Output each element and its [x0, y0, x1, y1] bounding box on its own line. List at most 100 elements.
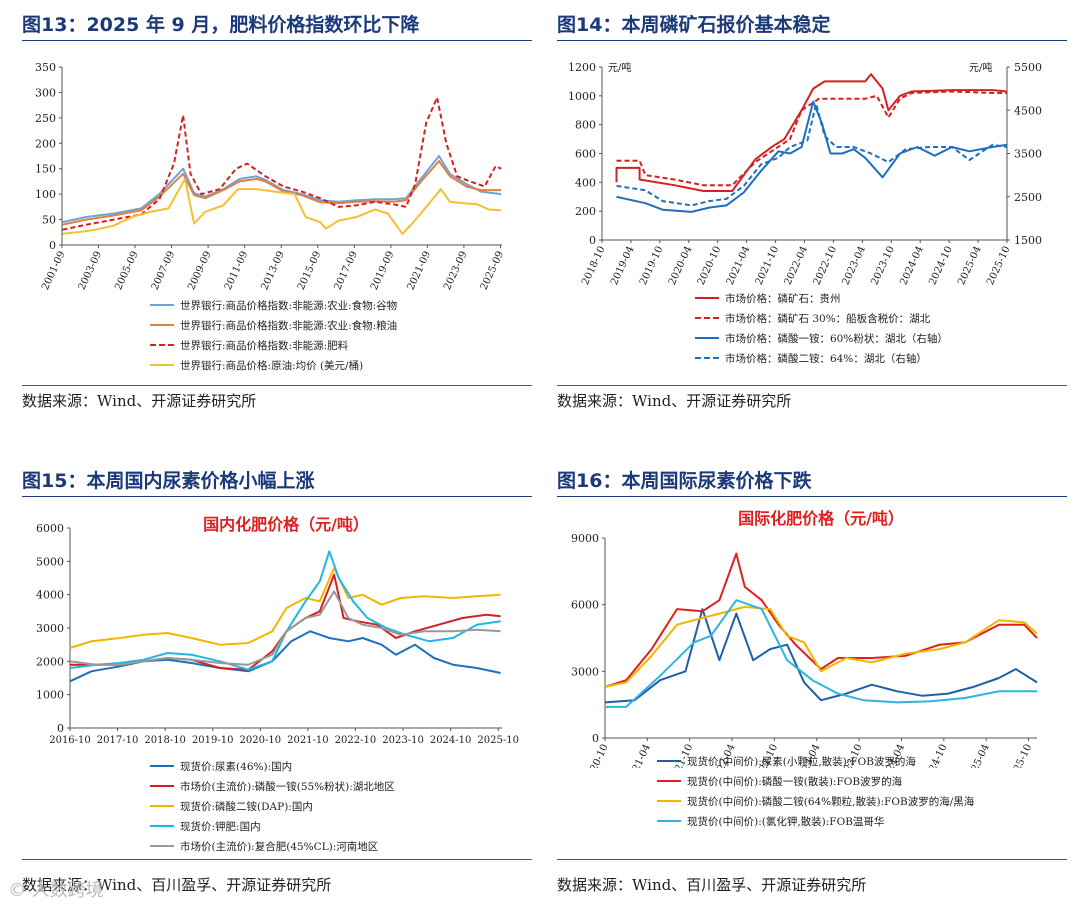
chart-fig13: 0 50 100 150 200 250 300 350 2001-09 2003-09 2005-… [35, 61, 506, 292]
y-tick-label: 600 [575, 148, 596, 161]
chart-title: 国际化肥价格（元/吨） [738, 509, 904, 528]
legend-item: 现货价(中间价):磷酸一铵(散装):FOB波罗的海 [657, 771, 974, 791]
x-tick-label: 2015-09 [296, 250, 324, 292]
legend-label: 现货价(中间价):磷酸二铵(64%颗粒,散装):FOB波罗的海/黑海 [687, 795, 975, 808]
series-line-1 [69, 630, 501, 683]
chart-legend: 市场价格：磷矿石：贵州 市场价格：磷矿石 30%：船板含税价：湖北 市场价格：磷酸一… [695, 288, 948, 368]
x-tick-label: 2019-04 [609, 245, 637, 287]
x-tick-label: 2020-10 [583, 743, 611, 768]
x-tick-label: 2025-10 [477, 735, 519, 746]
x-tick-label: 2019-10 [192, 735, 234, 746]
y-tick-label: 150 [35, 163, 56, 176]
chart-legend: 世界银行:商品价格指数:非能源:农业:食物:谷物世界银行:商品价格指数:非能源:… [150, 295, 397, 375]
legend-item: 现货价:尿素(46%):国内 [150, 756, 395, 776]
legend-item: 世界银行:商品价格指数:非能源:农业:食物:谷物 [150, 295, 397, 315]
legend-label: 现货价:尿素(46%):国内 [180, 760, 293, 773]
legend-swatch [657, 780, 681, 782]
legend-swatch [657, 800, 681, 802]
legend-swatch [657, 820, 681, 822]
x-tick-label: 2025-10 [1007, 743, 1035, 768]
y-tick-label: 6000 [571, 599, 599, 612]
legend-label: 市场价(主流价):磷酸一铵(55%粉状):湖北地区 [180, 780, 395, 793]
x-tick-label: 2017-09 [332, 250, 360, 292]
series-line-2 [616, 90, 1007, 187]
x-tick-label: 2016-10 [49, 735, 91, 746]
legend-label: 市场价(主流价):复合肥(45%CL):河南地区 [180, 840, 379, 853]
x-tick-label: 2022-10 [335, 735, 377, 746]
legend-swatch [150, 805, 174, 807]
y2-tick-label: 2500 [1014, 191, 1042, 204]
figure-title: 图16：本周国际尿素价格下跌 [557, 470, 812, 492]
x-tick-label: 2018-10 [580, 245, 608, 287]
figure-13-panel: 图13：2025 年 9 月，肥料价格指数环比下降 0 50 100 150 200 25… [22, 10, 542, 410]
y-tick-label: 4000 [36, 589, 64, 602]
x-tick-label: 2025-04 [956, 245, 984, 287]
legend-item: 现货价:钾肥:国内 [150, 816, 395, 836]
series-line-2 [70, 573, 501, 671]
legend-label: 现货价:钾肥:国内 [180, 820, 261, 833]
series-line-3 [616, 100, 1008, 213]
chart-legend: 现货价:尿素(46%):国内市场价(主流价):磷酸一铵(55%粉状):湖北地区现… [150, 756, 395, 856]
x-tick-label: 2021-04 [725, 245, 753, 287]
y2-tick-label: 5500 [1014, 61, 1042, 74]
legend-swatch [150, 765, 174, 767]
x-tick-label: 2018-10 [144, 735, 186, 746]
series-line-3 [62, 96, 502, 231]
legend-item: 市场价格：磷酸二铵：64%：湖北（右轴） [695, 348, 948, 368]
series-line-4 [69, 550, 501, 671]
x-tick-label: 2021-04 [626, 743, 654, 768]
y-tick-label: 2000 [36, 655, 64, 668]
legend-label: 市场价格：磷酸二铵：64%：湖北（右轴） [725, 352, 927, 365]
x-tick-label: 2025-10 [985, 245, 1013, 287]
x-tick-label: 2007-09 [150, 250, 178, 292]
series-line-1 [604, 608, 1038, 704]
title-divider [557, 496, 1067, 497]
y-tick-label: 350 [35, 61, 56, 74]
series-line-3 [604, 605, 1038, 688]
x-tick-label: 2017-10 [97, 735, 139, 746]
title-divider [22, 496, 532, 497]
series-line-4 [605, 599, 1037, 708]
chart-title: 国内化肥价格（元/吨） [203, 515, 369, 534]
x-tick-label: 2023-10 [382, 735, 424, 746]
x-tick-label: 2020-10 [696, 245, 724, 287]
figure-title: 图14：本周磷矿石报价基本稳定 [557, 14, 831, 36]
data-source: 数据来源：Wind、开源证券研究所 [22, 392, 257, 410]
legend-swatch [150, 825, 174, 827]
y-tick-label: 300 [35, 86, 56, 99]
chart-fig14: 0 200 400 600 800 1000 1200 1500 2500 3500 4500 550… [568, 61, 1042, 287]
y-tick-label: 100 [35, 188, 56, 201]
figure-title: 图15：本周国内尿素价格小幅上涨 [22, 470, 315, 492]
y-tick-label: 9000 [571, 532, 599, 545]
legend-item: 市场价格：磷矿石 30%：船板含税价：湖北 [695, 308, 948, 328]
x-tick-label: 2020-04 [667, 245, 695, 287]
legend-swatch [695, 317, 719, 319]
y-tick-label: 1200 [568, 61, 596, 74]
legend-item: 市场价(主流价):复合肥(45%CL):河南地区 [150, 836, 395, 856]
watermark-text: © 人数跨境 [8, 880, 104, 901]
legend-item: 世界银行:商品价格指数:非能源:农业:食物:粮油 [150, 315, 397, 335]
y-tick-label: 0 [57, 722, 64, 735]
x-tick-label: 2021-10 [287, 735, 329, 746]
x-tick-label: 2020-10 [240, 735, 282, 746]
legend-label: 世界银行:商品价格指数:非能源:农业:食物:谷物 [180, 299, 398, 312]
legend-label: 市场价格：磷矿石 30%：船板含税价：湖北 [725, 312, 931, 325]
y-tick-label: 0 [49, 239, 56, 252]
x-tick-label: 2023-09 [442, 250, 470, 292]
chart-fig15: 0 1000 2000 3000 4000 5000 6000 2016-10 2017-10 2… [36, 515, 519, 746]
data-source: 数据来源：Wind、开源证券研究所 [557, 392, 792, 410]
x-tick-label: 2023-10 [869, 245, 897, 287]
figure-16-panel: 图16：本周国际尿素价格下跌 0 3000 6000 9000 2020-10 2021-… [557, 466, 1077, 906]
legend-swatch [150, 364, 174, 366]
y2-axis-label: 元/吨 [969, 61, 992, 74]
legend-item: 现货价(中间价):磷酸二铵(64%颗粒,散装):FOB波罗的海/黑海 [657, 791, 974, 811]
legend-item: 世界银行:商品价格:原油:均价 (美元/桶) [150, 355, 397, 375]
legend-label: 现货价(中间价):磷酸一铵(散装):FOB波罗的海 [687, 775, 903, 788]
y-tick-label: 0 [589, 234, 596, 247]
x-tick-label: 2001-09 [40, 250, 68, 292]
x-tick-label: 2022-04 [783, 245, 811, 287]
legend-item: 市场价格：磷酸一铵：60%粉状：湖北（右轴） [695, 328, 948, 348]
figure-15-panel: 图15：本周国内尿素价格小幅上涨 0 1000 2000 3000 4000 5000 60… [22, 466, 542, 906]
bottom-divider [22, 385, 532, 386]
x-tick-label: 2024-04 [898, 245, 926, 287]
